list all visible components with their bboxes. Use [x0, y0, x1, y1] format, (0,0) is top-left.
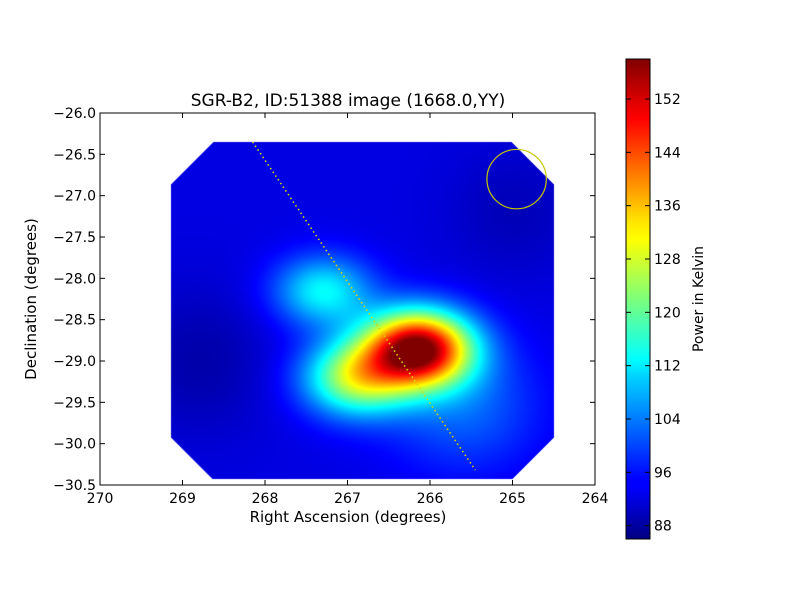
y-tick-label: −27.0 [53, 189, 96, 205]
plot-area [100, 113, 595, 485]
colorbar-tick-label: 120 [654, 305, 681, 321]
colorbar-tick-label: 152 [654, 92, 681, 108]
x-tick-label: 265 [499, 491, 526, 507]
y-tick-label: −26.5 [53, 147, 96, 163]
colorbar-tick-label: 88 [654, 519, 672, 535]
colorbar [625, 58, 651, 540]
heatmap-image [100, 113, 595, 485]
x-axis: 270 269 268 267 266 265 264 [87, 113, 609, 507]
y-tick-label: −30.0 [53, 437, 96, 453]
y-tick-label: −28.5 [53, 313, 96, 329]
x-tick-label: 266 [417, 491, 444, 507]
x-tick-label: 269 [169, 491, 196, 507]
x-axis-label: Right Ascension (degrees) [250, 508, 447, 526]
colorbar-axis: 88 96 104 112 120 128 136 144 152 [626, 92, 681, 535]
colorbar-tick-label: 128 [654, 252, 681, 268]
colorbar-tick-label: 144 [654, 145, 681, 161]
y-tick-label: −29.0 [53, 354, 96, 370]
y-axis: −26.0 −26.5 −27.0 −27.5 −28.0 −28.5 −29.0 −29.5… [53, 106, 595, 494]
colorbar-tick-label: 104 [654, 412, 681, 428]
chart-title: SGR-B2, ID:51388 image (1668.0,YY) [191, 91, 506, 111]
x-tick-label: 270 [87, 491, 114, 507]
y-tick-label: −26.0 [53, 106, 96, 122]
y-tick-label: −27.5 [53, 230, 96, 246]
colorbar-tick-label: 112 [654, 359, 681, 375]
colorbar-label: Power in Kelvin [691, 246, 707, 352]
galactic-plane-line [251, 141, 477, 471]
y-tick-label: −29.5 [53, 395, 96, 411]
beam-circle [486, 148, 547, 210]
x-tick-label: 264 [582, 491, 609, 507]
y-tick-label: −30.5 [53, 478, 96, 494]
y-tick-label: −28.0 [53, 271, 96, 287]
x-tick-label: 267 [334, 491, 361, 507]
colorbar-tick-label: 96 [654, 465, 672, 481]
y-axis-label: Declination (degrees) [22, 218, 40, 380]
x-tick-label: 268 [252, 491, 279, 507]
heatmap-image-container [100, 113, 595, 485]
colorbar-tick-label: 136 [654, 199, 681, 215]
